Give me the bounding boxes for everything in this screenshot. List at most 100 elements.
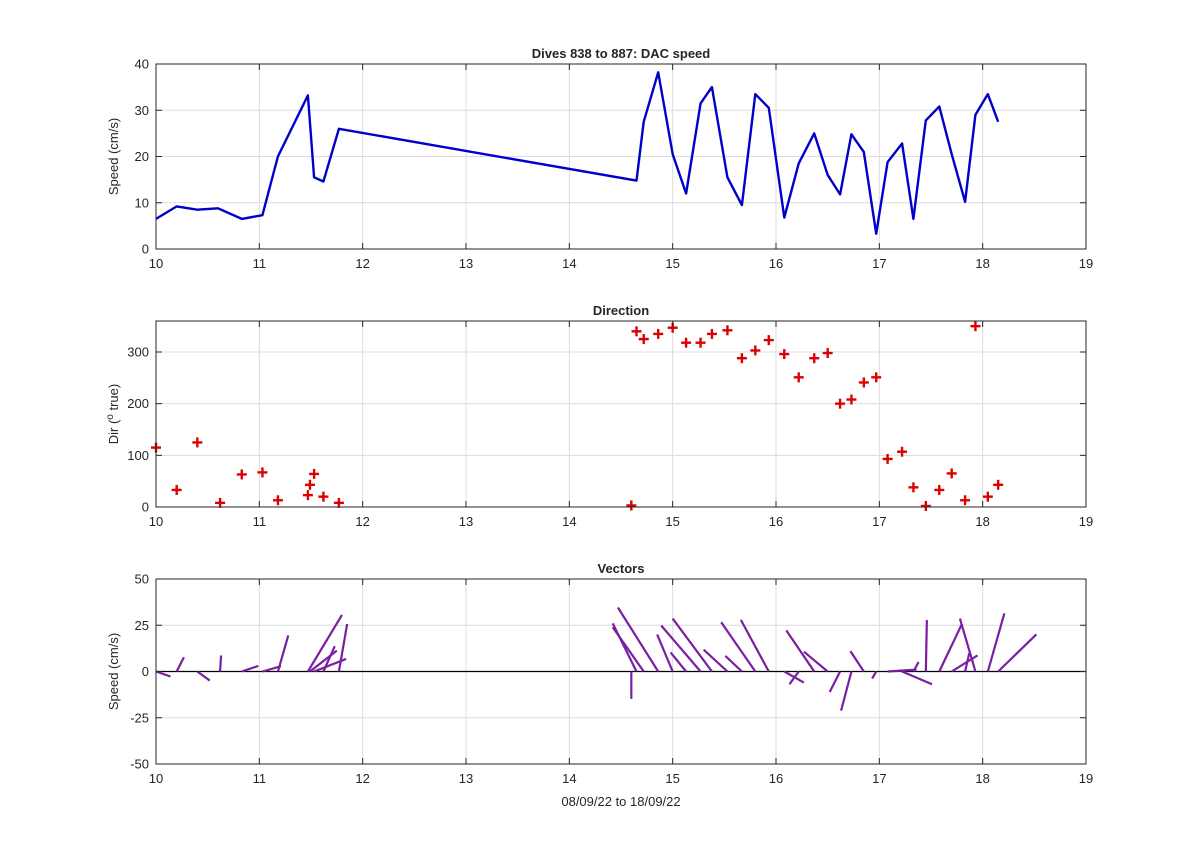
x-tick-label: 19 [1079, 256, 1093, 271]
direction-point [192, 437, 203, 448]
velocity-vector [702, 648, 729, 673]
velocity-vector [788, 670, 800, 685]
direction-point [822, 348, 833, 359]
direction-point [706, 328, 717, 339]
x-tick-label: 16 [769, 514, 783, 529]
direction-point [626, 500, 637, 511]
x-tick-label: 15 [665, 514, 679, 529]
velocity-vector [912, 661, 920, 673]
x-tick-label: 11 [253, 514, 267, 529]
velocity-vector [924, 620, 928, 672]
velocity-vector [997, 633, 1038, 673]
velocity-vector [276, 635, 290, 672]
velocity-vector [322, 645, 336, 672]
direction-point [681, 337, 692, 348]
velocity-vector [175, 656, 185, 672]
vectors-panel: 10 11 12 13 14 15 16 17 18 19 -50 -25 0 25 50 Vectors Sp… [106, 561, 1093, 809]
direction-point [897, 446, 908, 457]
velocity-vector [901, 670, 933, 686]
direction-point [309, 468, 320, 479]
velocity-vector [218, 655, 223, 672]
x-tick-label: 19 [1079, 771, 1093, 786]
direction-panel: 10 11 12 13 14 15 16 17 18 19 0 100 200 300 Direction D… [105, 303, 1093, 529]
direction-point [302, 490, 313, 501]
direction-point [982, 491, 993, 502]
velocity-vector [871, 670, 878, 680]
x-tick-label: 13 [459, 514, 473, 529]
x-tick-label: 15 [665, 256, 679, 271]
velocity-vector [660, 624, 702, 673]
direction-point [960, 495, 971, 506]
x-tick-label: 12 [355, 514, 369, 529]
direction-point [858, 377, 869, 388]
direction-point [631, 326, 642, 337]
x-tick-label: 12 [355, 771, 369, 786]
y-axis-label: Speed (cm/s) [106, 118, 121, 195]
x-tick-label: 11 [253, 256, 267, 271]
axes-box [155, 320, 1087, 508]
y-tick-label: 10 [135, 195, 149, 210]
direction-point [304, 479, 315, 490]
x-tick-label: 18 [975, 771, 989, 786]
x-tick-label: 19 [1079, 514, 1093, 529]
x-tick-label: 14 [562, 771, 576, 786]
velocity-vector [724, 655, 743, 673]
direction-point [722, 325, 733, 336]
velocity-vector [849, 650, 865, 673]
velocity-vector [669, 651, 687, 673]
direction-point [793, 372, 804, 383]
velocity-vector [611, 626, 645, 673]
y-tick-label: 0 [142, 664, 149, 679]
direction-point [695, 337, 706, 348]
y-tick-label: -25 [130, 710, 149, 725]
velocity-vector [887, 668, 917, 673]
velocity-vector [262, 665, 282, 673]
y-tick-label: 300 [127, 345, 149, 360]
direction-point [171, 484, 182, 495]
panel-title: Direction [593, 303, 649, 318]
velocity-vector [155, 670, 171, 678]
y-tick-label: 100 [127, 448, 149, 463]
direction-point [653, 328, 664, 339]
direction-point [835, 398, 846, 409]
x-tick-label: 16 [769, 771, 783, 786]
direction-point [946, 468, 957, 479]
y-tick-label: 0 [142, 500, 149, 515]
velocity-vector [840, 671, 853, 711]
x-tick-label: 10 [149, 256, 163, 271]
direction-point [736, 353, 747, 364]
x-tick-label: 16 [769, 256, 783, 271]
velocity-vector [241, 664, 259, 673]
direction-point [809, 353, 820, 364]
velocity-vector [803, 650, 829, 673]
speed-series-line [155, 71, 1000, 235]
x-tick-label: 18 [975, 514, 989, 529]
velocity-vector [828, 671, 842, 693]
panel-title: Vectors [598, 561, 645, 576]
y-tick-label: 25 [135, 618, 149, 633]
direction-point [882, 453, 893, 464]
y-tick-label: 40 [135, 57, 149, 72]
direction-point [993, 479, 1004, 490]
velocity-vector [785, 629, 816, 673]
velocity-vector [964, 652, 971, 672]
x-tick-label: 13 [459, 771, 473, 786]
direction-point [871, 372, 882, 383]
x-tick-label: 12 [355, 256, 369, 271]
y-tick-label: 0 [142, 242, 149, 257]
x-tick-label: 17 [872, 514, 886, 529]
velocity-vector [938, 623, 963, 672]
direction-point [750, 345, 761, 356]
y-tick-label: 20 [135, 149, 149, 164]
velocity-vector [337, 623, 349, 672]
x-tick-label: 10 [149, 771, 163, 786]
plot-area [156, 321, 1086, 507]
velocity-vector [306, 614, 343, 673]
direction-point [333, 497, 344, 508]
direction-point [970, 321, 981, 332]
x-tick-label: 11 [253, 771, 267, 786]
x-tick-label: 13 [459, 256, 473, 271]
y-tick-label: 200 [127, 396, 149, 411]
direction-point [318, 491, 329, 502]
